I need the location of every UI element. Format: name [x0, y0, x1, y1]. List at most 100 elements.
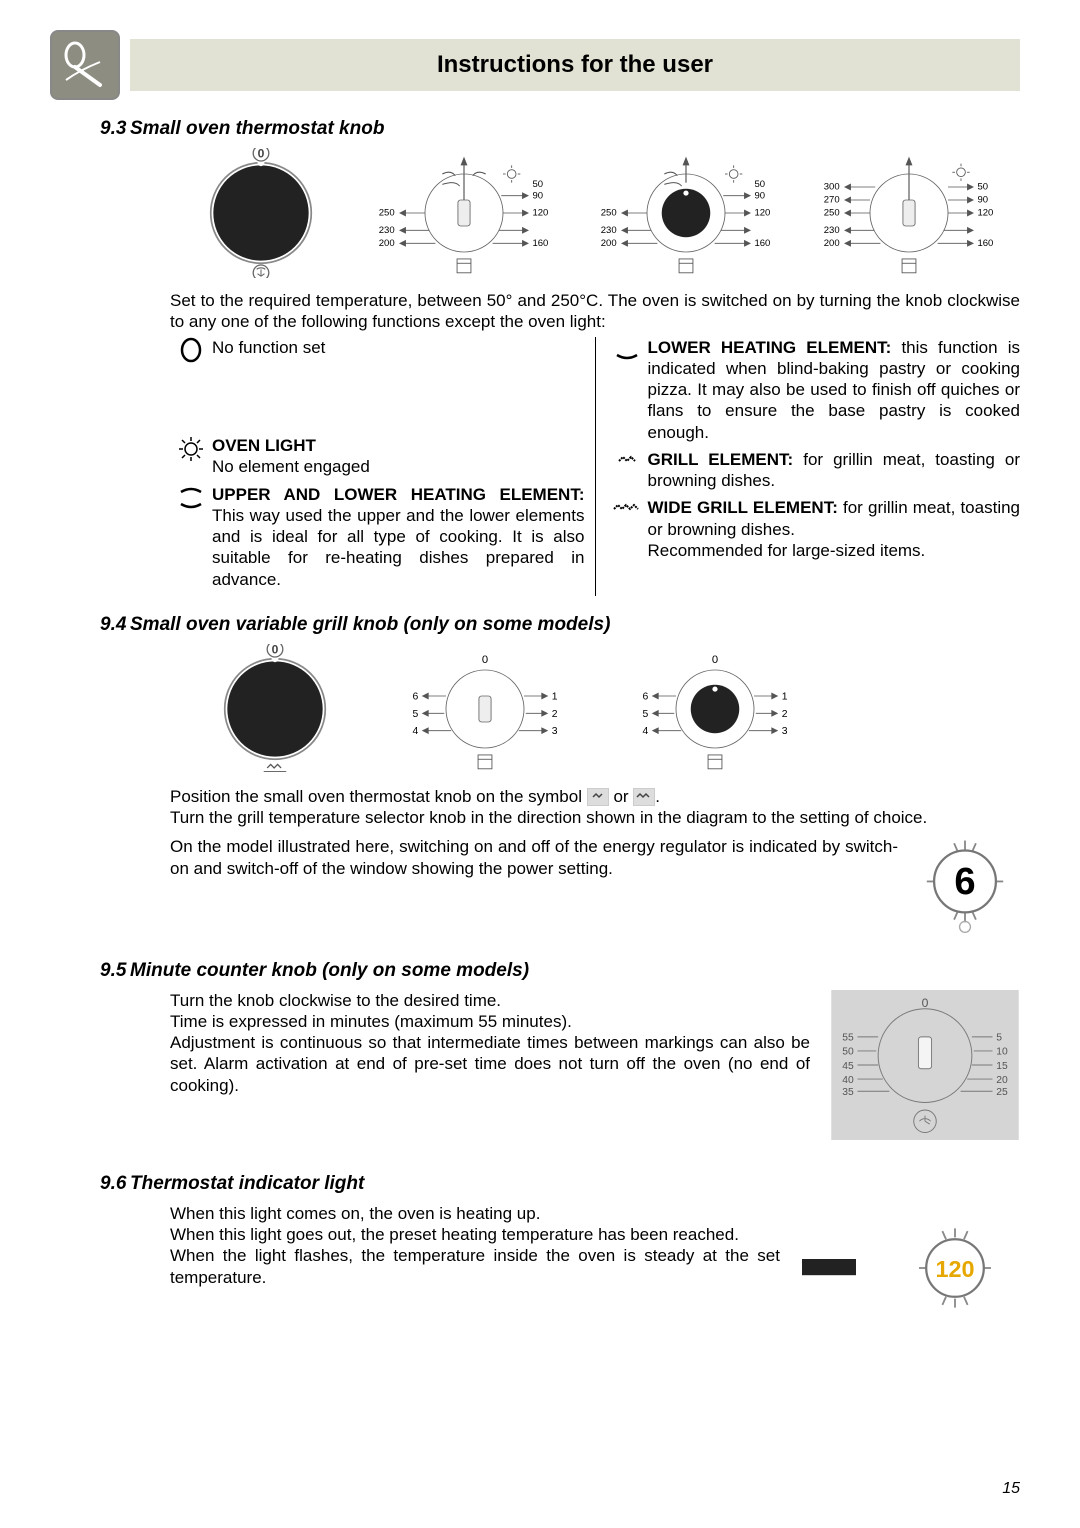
section-num: 9.5: [60, 960, 130, 982]
svg-text:0: 0: [258, 148, 265, 161]
power-digit: 6: [954, 860, 975, 903]
section-title: Thermostat indicator light: [130, 1173, 1020, 1195]
s94-p3: On the model illustrated here, switching…: [170, 836, 898, 879]
svg-text:0: 0: [922, 995, 929, 1009]
grill-scale-icon: 0 6 5 4 1 2 3: [390, 644, 580, 774]
page-title: Instructions for the user: [130, 39, 1020, 91]
thermostat-knob-icon: 0: [186, 148, 336, 278]
svg-text:0: 0: [482, 654, 488, 666]
s95-text: Turn the knob clockwise to the desired t…: [170, 990, 810, 1145]
section-9-5-heading: 9.5 Minute counter knob (only on some mo…: [60, 960, 1020, 982]
svg-text:90: 90: [755, 190, 766, 201]
svg-text:120: 120: [977, 208, 993, 219]
svg-text:300: 300: [824, 182, 840, 193]
s94-p2: Turn the grill temperature selector knob…: [170, 807, 1020, 828]
section-9-3-heading: 9.3 Small oven thermostat knob: [60, 118, 1020, 140]
svg-text:200: 200: [601, 238, 617, 249]
oven-light-icon: [170, 435, 212, 478]
svg-text:200: 200: [379, 238, 395, 249]
section-9-4-heading: 9.4 Small oven variable grill knob (only…: [60, 614, 1020, 636]
wide-grill-symbol-icon: [633, 788, 655, 806]
thermostat-scale-icon: 250 230 200 50 90 120 160: [369, 148, 559, 278]
svg-text:250: 250: [824, 208, 840, 219]
svg-text:15: 15: [996, 1060, 1008, 1071]
svg-text:0: 0: [712, 654, 718, 666]
svg-text:45: 45: [842, 1060, 854, 1071]
svg-text:50: 50: [842, 1046, 854, 1057]
s94-p1: Position the small oven thermostat knob …: [170, 786, 1020, 807]
thermostat-300-scale-icon: 300 270 250 230 200 50 90 120 160: [814, 148, 1004, 278]
svg-text:50: 50: [977, 182, 988, 193]
section-9-6-body: When this light comes on, the oven is he…: [60, 1203, 1020, 1318]
svg-text:200: 200: [824, 238, 840, 249]
svg-text:0: 0: [272, 644, 279, 657]
knob-diagrams-94: 0 0 6 5 4 1 2 3 0 6: [170, 644, 1020, 774]
minute-timer-icon: 0 55 50 45 40 35 5 10 15 20 25: [830, 990, 1020, 1145]
svg-text:1: 1: [552, 691, 558, 702]
wide-grill-icon: [606, 497, 648, 561]
svg-text:5: 5: [996, 1032, 1002, 1043]
section-9-6-heading: 9.6 Thermostat indicator light: [60, 1173, 1020, 1195]
func-right-col: LOWER HEATING ELEMENT: this function is …: [595, 337, 1021, 596]
svg-text:230: 230: [824, 225, 840, 236]
wide-grill-text: WIDE GRILL ELEMENT: for grillin meat, to…: [648, 497, 1021, 561]
knob-diagrams-93: 0 250 230 200: [170, 148, 1020, 278]
logo: [50, 30, 120, 100]
svg-text:6: 6: [642, 691, 648, 702]
section-title: Minute counter knob (only on some models…: [130, 960, 1020, 982]
svg-text:25: 25: [996, 1087, 1008, 1098]
svg-text:3: 3: [552, 726, 558, 737]
svg-text:2: 2: [782, 709, 788, 720]
section-num: 9.4: [60, 614, 130, 636]
svg-text:35: 35: [842, 1087, 854, 1098]
power-display-icon: 6: [910, 836, 1020, 941]
section-9-5-body: Turn the knob clockwise to the desired t…: [60, 990, 1020, 1145]
svg-text:270: 270: [824, 195, 840, 206]
lower-heat-icon: [606, 337, 648, 443]
svg-text:4: 4: [642, 726, 648, 737]
svg-text:10: 10: [996, 1046, 1008, 1057]
thermostat-light-icon: 120: [800, 1223, 1020, 1318]
section-title: Small oven thermostat knob: [130, 118, 1020, 140]
temp-display: 120: [935, 1256, 974, 1282]
svg-text:120: 120: [755, 208, 771, 219]
lower-heat-text: LOWER HEATING ELEMENT: this function is …: [648, 337, 1021, 443]
upper-lower-text: UPPER AND LOWER HEATING ELEMENT: This wa…: [212, 484, 585, 590]
svg-text:50: 50: [532, 179, 543, 190]
grill-knob-icon: 0: [200, 644, 350, 774]
upper-lower-icon: [170, 484, 212, 590]
s93-intro: Set to the required temperature, between…: [170, 290, 1020, 333]
no-function-text: No function set: [212, 337, 585, 370]
svg-text:4: 4: [412, 726, 418, 737]
svg-text:3: 3: [782, 726, 788, 737]
grill-symbol-icon: [587, 788, 609, 806]
header: Instructions for the user: [60, 30, 1020, 100]
grill-icon: [606, 449, 648, 492]
spoon-icon: [60, 40, 110, 90]
grill-scale-knob-icon: 0 6 5 4 1 2 3: [620, 644, 810, 774]
section-9-4-body: 0 0 6 5 4 1 2 3 0 6: [60, 644, 1020, 942]
svg-text:5: 5: [412, 709, 418, 720]
section-num: 9.3: [60, 118, 130, 140]
svg-text:160: 160: [755, 238, 771, 249]
page-number: 15: [1002, 1480, 1020, 1498]
svg-text:160: 160: [532, 238, 548, 249]
oven-light-text: OVEN LIGHTNo element engaged: [212, 435, 585, 478]
svg-text:230: 230: [601, 225, 617, 236]
section-9-3-body: 0 250 230 200: [60, 148, 1020, 596]
svg-text:20: 20: [996, 1074, 1008, 1085]
svg-text:90: 90: [977, 195, 988, 206]
svg-text:2: 2: [552, 709, 558, 720]
svg-text:1: 1: [782, 691, 788, 702]
s96-text: When this light comes on, the oven is he…: [170, 1203, 780, 1318]
no-function-icon: [170, 337, 212, 370]
svg-text:5: 5: [642, 709, 648, 720]
svg-text:55: 55: [842, 1032, 854, 1043]
svg-text:90: 90: [532, 190, 543, 201]
section-title: Small oven variable grill knob (only on …: [130, 614, 1020, 636]
svg-text:120: 120: [532, 208, 548, 219]
svg-text:250: 250: [601, 208, 617, 219]
function-table: No function set OVEN LIGHTNo element eng…: [170, 337, 1020, 596]
section-num: 9.6: [60, 1173, 130, 1195]
s94-power-row: On the model illustrated here, switching…: [170, 836, 1020, 941]
